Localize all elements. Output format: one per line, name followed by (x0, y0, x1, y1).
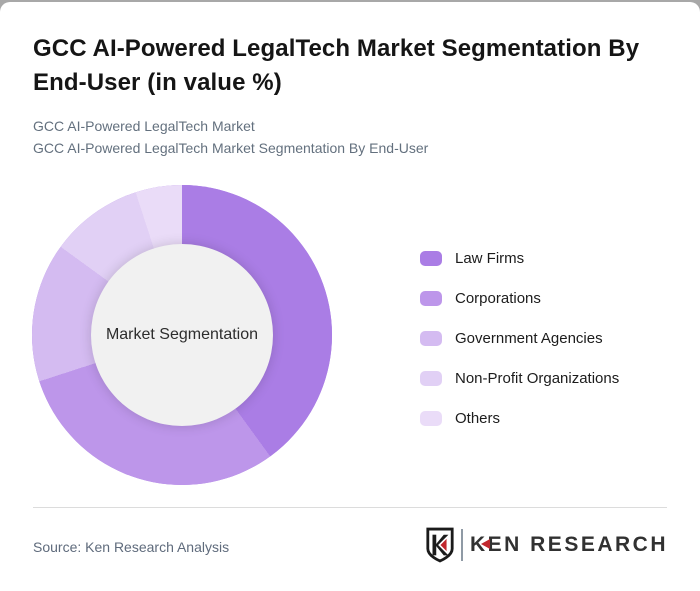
legend-label: Non-Profit Organizations (455, 370, 620, 387)
legend-item[interactable]: Corporations (420, 290, 619, 307)
legend-label: Others (455, 410, 501, 427)
ken-research-logo: KEN RESEARCH (425, 526, 668, 564)
legend-label: Law Firms (455, 250, 525, 267)
subtitle-segmentation: GCC AI-Powered LegalTech Market Segmenta… (33, 140, 429, 156)
logo-wordmark-text: KEN RESEARCH (469, 533, 668, 556)
legend-swatch-icon (420, 251, 442, 266)
legend-item[interactable]: Law Firms (420, 250, 619, 267)
logo-k-red-triangle-icon (480, 539, 490, 549)
chart-subtitles: GCC AI-Powered LegalTech Market GCC AI-P… (33, 115, 663, 159)
legend-item[interactable]: Non-Profit Organizations (420, 370, 619, 387)
legend-swatch-icon (420, 291, 442, 306)
shield-k-icon (426, 527, 454, 563)
donut-center-label: Market Segmentation (105, 326, 259, 343)
legend-label: Corporations (455, 290, 541, 307)
footer-divider (33, 507, 667, 508)
legend-swatch-icon (420, 331, 442, 346)
source-note: Source: Ken Research Analysis (33, 539, 230, 555)
logo-wordmark: KEN RESEARCH (470, 533, 668, 557)
legend-label: Government Agencies (455, 330, 603, 347)
page-title: GCC AI-Powered LegalTech Market Segmenta… (33, 35, 640, 96)
donut-center: Market Segmentation (91, 244, 273, 426)
subtitle-market: GCC AI-Powered LegalTech Market (33, 118, 255, 134)
legend-swatch-icon (420, 371, 442, 386)
legend-item[interactable]: Others (420, 410, 619, 427)
legend-swatch-icon (420, 411, 442, 426)
legend-item[interactable]: Government Agencies (420, 330, 619, 347)
legend: Law Firms Corporations Government Agencies… (420, 250, 619, 450)
logo-divider (460, 529, 463, 561)
donut-chart[interactable]: Market Segmentation (32, 185, 332, 485)
